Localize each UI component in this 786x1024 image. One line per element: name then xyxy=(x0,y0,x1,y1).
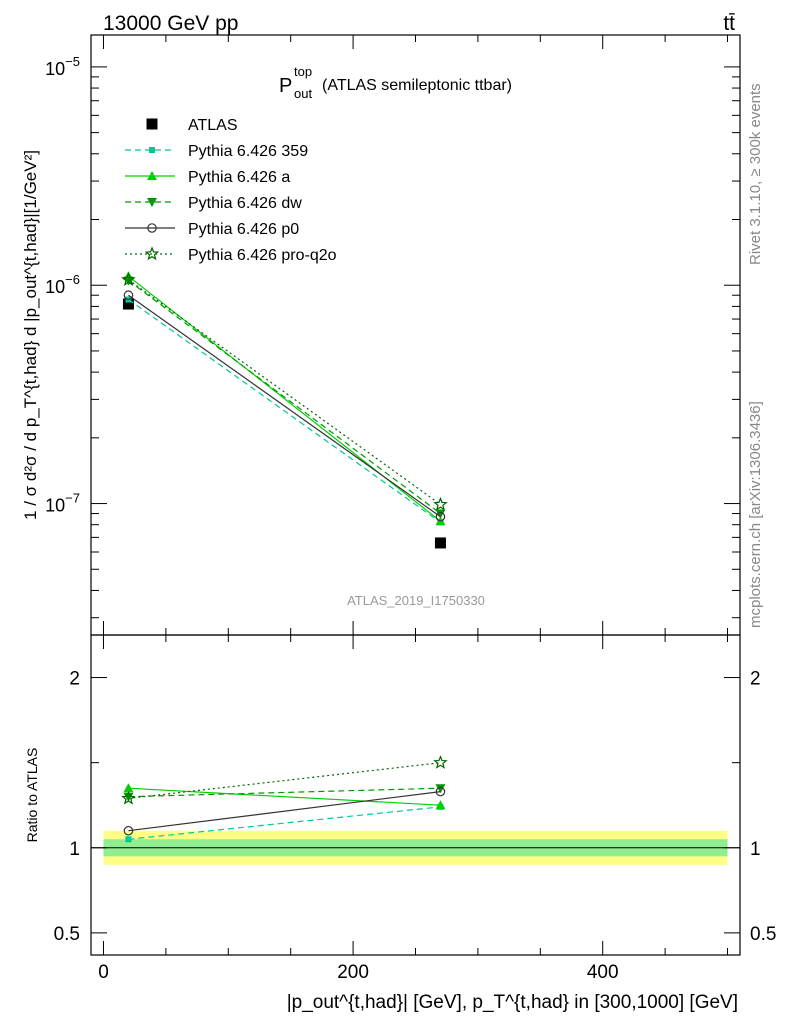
ratio-panel: 2 2 1 1 0.5 0.5 0 200 400 Ratio to ATLAS |p_out^… xyxy=(24,634,776,1013)
legend-label-4: Pythia 6.426 p0 xyxy=(188,221,299,238)
title-symbol-base: P xyxy=(279,75,292,97)
ratio-series-2-line xyxy=(128,787,441,798)
series-4-point-1 xyxy=(435,511,446,522)
ratio-series-1-point-1 xyxy=(435,800,446,810)
main-plot-area xyxy=(121,271,448,549)
legend-marker-2 xyxy=(147,171,157,180)
ratio-ytick-label-1: 1 xyxy=(69,839,80,860)
main-axis-ticks: 10−5 10−6 10−7 xyxy=(45,35,740,635)
series-3-line xyxy=(128,280,441,514)
series-4-point-0 xyxy=(123,290,134,301)
title-text: (ATLAS semileptonic ttbar) xyxy=(322,77,512,94)
ratio-series-3-point-0 xyxy=(123,825,134,836)
ratio-series-1-point-0 xyxy=(123,783,134,793)
series-5-point-1 xyxy=(433,496,448,511)
ratio-series-0-point-0 xyxy=(125,836,132,843)
legend-label-5: Pythia 6.426 pro-q2o xyxy=(188,247,337,264)
main-ytick-label-2: 10−7 xyxy=(45,491,80,516)
ratio-series-4-point-1 xyxy=(433,755,448,769)
series-2 xyxy=(123,271,446,526)
ratio-ytick-label-0: 2 xyxy=(69,669,80,690)
ratio-ytick-label-2: 0.5 xyxy=(54,924,80,945)
ratio-series-3 xyxy=(123,786,446,836)
ratio-series-4-point-0 xyxy=(121,790,136,805)
ratio-series-2 xyxy=(123,784,446,802)
title-symbol-sup: top xyxy=(294,64,312,79)
ratio-plot-area xyxy=(91,755,740,865)
main-y-axis-label: 1 / σ d²σ / d p_T^{t,had} d |p_out^{t,ha… xyxy=(21,150,40,520)
series-0-point-1 xyxy=(434,537,446,549)
legend-marker-1 xyxy=(149,147,155,153)
ratio-series-2-point-1 xyxy=(435,784,446,794)
legend-label-0: ATLAS xyxy=(188,117,238,134)
ratio-axis-ticks: 2 2 1 1 0.5 0.5 0 200 400 xyxy=(54,635,776,983)
series-5-line xyxy=(128,279,441,505)
series-4-line xyxy=(128,294,441,518)
ratio-series-1 xyxy=(123,783,446,810)
legend-label-2: Pythia 6.426 a xyxy=(188,169,290,186)
process-label: tt̄ xyxy=(723,12,735,35)
legend-label-3: Pythia 6.426 dw xyxy=(188,195,302,212)
series-5-point-0 xyxy=(121,272,136,286)
series-3-point-0 xyxy=(123,276,134,286)
legend-item-2: Pythia 6.426 a xyxy=(125,169,290,186)
ratio-y-axis-label: Ratio to ATLAS xyxy=(24,748,40,843)
ratio-series-4-line xyxy=(128,762,441,799)
series-4 xyxy=(123,290,446,522)
main-panel: 10−5 10−6 10−7 P top out (ATLAS semilepton… xyxy=(21,34,741,636)
ratio-ytick-label-right-2: 0.5 xyxy=(750,924,776,945)
series-1-line xyxy=(128,299,441,523)
legend-marker-4 xyxy=(147,223,157,233)
series-1 xyxy=(125,296,444,526)
ratio-series-2-point-0 xyxy=(123,792,134,802)
xtick-label-2: 400 xyxy=(587,962,619,983)
series-0-point-0 xyxy=(122,298,134,310)
ratio-series-3-point-1 xyxy=(435,786,446,797)
legend-item-1: Pythia 6.426 359 xyxy=(125,143,308,160)
ratio-series-4 xyxy=(121,755,448,805)
legend-label-1: Pythia 6.426 359 xyxy=(188,143,308,160)
ratio-ytick-label-right-1: 1 xyxy=(750,839,761,860)
legend-marker-5 xyxy=(144,246,160,261)
main-ytick-label-0: 10−5 xyxy=(45,54,80,79)
plot-title: P top out (ATLAS semileptonic ttbar) xyxy=(279,64,512,101)
ratio-series-0-line xyxy=(128,806,441,840)
series-3-point-1 xyxy=(435,509,446,519)
legend-item-4: Pythia 6.426 p0 xyxy=(125,221,299,238)
title-symbol-sub: out xyxy=(294,86,312,101)
analysis-label: ATLAS_2019_I1750330 xyxy=(347,593,485,608)
legend-marker-3 xyxy=(147,198,157,207)
rivet-label: Rivet 3.1.10, ≥ 300k events xyxy=(747,83,764,265)
legend: ATLAS Pythia 6.426 359 Pythia 6.426 a Pythi… xyxy=(125,117,337,264)
ratio-series-1-line xyxy=(128,787,441,806)
series-5 xyxy=(121,272,448,511)
series-2-line xyxy=(128,275,441,522)
main-ytick-label-1: 10−6 xyxy=(45,272,80,297)
legend-item-5: Pythia 6.426 pro-q2o xyxy=(125,246,337,264)
ratio-ytick-label-right-0: 2 xyxy=(750,669,761,690)
ratio-series-3-line xyxy=(128,791,441,832)
series-3 xyxy=(123,276,446,519)
xtick-label-1: 200 xyxy=(337,962,369,983)
energy-label: 13000 GeV pp xyxy=(103,12,238,35)
legend-item-0: ATLAS xyxy=(146,117,238,134)
series-0 xyxy=(122,298,446,549)
xtick-label-0: 0 xyxy=(98,962,109,983)
legend-marker-0 xyxy=(146,118,158,130)
legend-item-3: Pythia 6.426 dw xyxy=(125,195,302,212)
mcplots-label: mcplots.cern.ch [arXiv:1306.3436] xyxy=(747,401,764,628)
x-axis-label: |p_out^{t,had}| [GeV], p_T^{t,had} in [3… xyxy=(287,992,738,1013)
